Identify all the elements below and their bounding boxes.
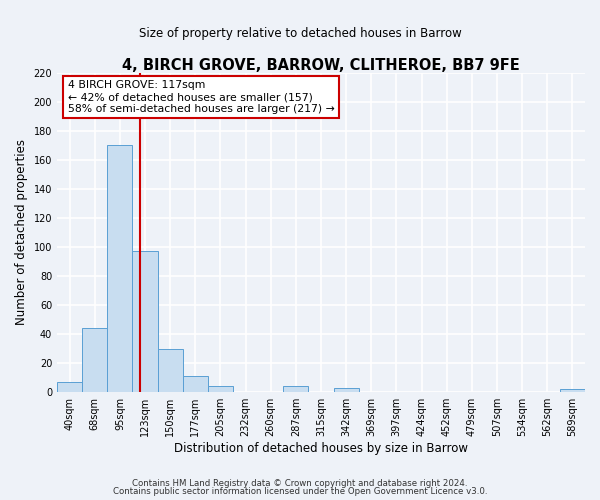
Bar (158, 348, 183, 392)
Bar (560, 390, 585, 392)
Text: Contains HM Land Registry data © Crown copyright and database right 2024.: Contains HM Land Registry data © Crown c… (132, 478, 468, 488)
Text: Size of property relative to detached houses in Barrow: Size of property relative to detached ho… (139, 28, 461, 40)
Bar (82, 328, 107, 392)
Bar (183, 376, 208, 392)
Bar (57, 382, 82, 392)
Text: 4 BIRCH GROVE: 117sqm
← 42% of detached houses are smaller (157)
58% of semi-det: 4 BIRCH GROVE: 117sqm ← 42% of detached … (68, 80, 334, 114)
Bar (283, 386, 308, 392)
Title: 4, BIRCH GROVE, BARROW, CLITHEROE, BB7 9FE: 4, BIRCH GROVE, BARROW, CLITHEROE, BB7 9… (122, 58, 520, 72)
Bar (334, 388, 359, 392)
Bar (107, 145, 133, 392)
X-axis label: Distribution of detached houses by size in Barrow: Distribution of detached houses by size … (174, 442, 468, 455)
Bar (133, 251, 158, 392)
Text: Contains public sector information licensed under the Open Government Licence v3: Contains public sector information licen… (113, 487, 487, 496)
Bar (208, 386, 233, 392)
Y-axis label: Number of detached properties: Number of detached properties (15, 140, 28, 326)
